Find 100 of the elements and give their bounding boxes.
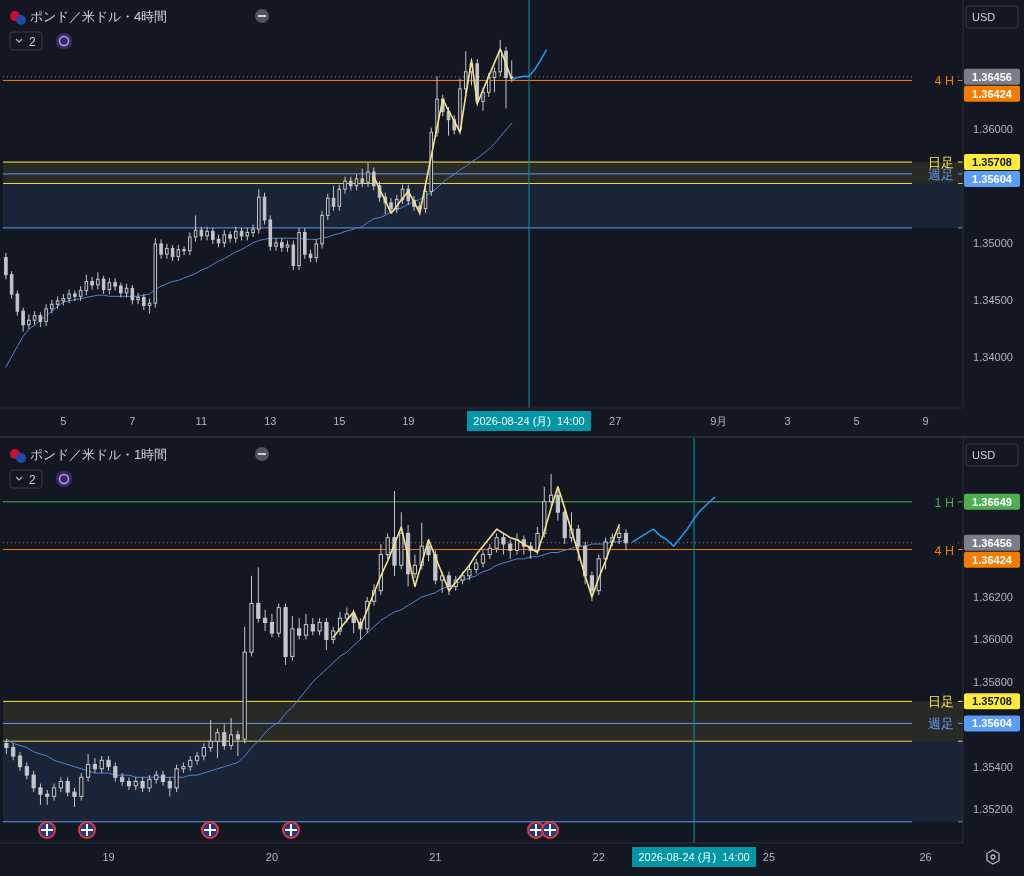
line-series — [631, 496, 716, 547]
candlestick — [360, 168, 365, 188]
candlestick — [188, 231, 192, 256]
candlestick — [208, 719, 213, 753]
candlestick — [256, 566, 261, 623]
candlestick — [446, 571, 452, 596]
candlestick — [555, 490, 560, 522]
y-tick-label: 1.34500 — [973, 293, 1013, 306]
candlestick — [303, 613, 309, 640]
x-tick-label: 2026-08-24 (月) 14:00 — [638, 851, 750, 863]
candlestick — [120, 772, 125, 787]
x-tick-label: 25 — [762, 851, 776, 863]
candlestick — [269, 613, 275, 638]
candlestick — [501, 532, 506, 556]
candlestick — [303, 227, 307, 260]
x-tick-label: 21 — [429, 851, 442, 863]
candlestick — [603, 537, 608, 570]
candlestick — [235, 730, 240, 757]
candlestick — [251, 224, 255, 238]
candlestick — [44, 303, 48, 327]
ref-line-label: 週足 — [928, 717, 954, 732]
candlestick — [548, 473, 554, 507]
y-tick-label: 1.35000 — [973, 236, 1013, 249]
y-tick-label: 1.36200 — [973, 591, 1013, 604]
annotation: 2 — [29, 35, 36, 49]
candlestick — [27, 314, 31, 330]
candlestick — [17, 751, 23, 772]
candlestick — [31, 770, 36, 793]
x-tick-label: 3 — [784, 415, 791, 427]
candlestick — [50, 299, 54, 314]
candlestick — [67, 288, 71, 304]
candlestick — [58, 776, 63, 793]
text: 1.35604 — [972, 717, 1013, 730]
ref-line-label: 週足 — [928, 167, 954, 182]
ref-line-label: 日足 — [928, 695, 954, 710]
candlestick — [589, 571, 595, 602]
candlestick — [215, 728, 220, 759]
candlestick — [324, 617, 329, 651]
candlestick — [326, 193, 330, 221]
x-tick-label: 26 — [919, 851, 932, 863]
text: ポンド／米ドル・1時間 — [30, 447, 168, 462]
candlestick — [222, 723, 227, 751]
candlestick — [576, 524, 581, 562]
x-tick-label: 27 — [609, 415, 622, 427]
x-tick-label: 19 — [102, 851, 115, 863]
candlestick — [337, 184, 342, 212]
candlestick — [182, 245, 186, 256]
x-tick-label: 5 — [853, 415, 860, 427]
ref-line-label: 1 H — [934, 495, 954, 510]
x-tick-label: 5 — [60, 415, 67, 427]
ref-line-label: 4 H — [934, 543, 954, 558]
text: 1.36456 — [972, 536, 1012, 549]
candlestick — [38, 783, 43, 806]
annotation: 2 — [29, 473, 36, 487]
text: 1.36456 — [972, 70, 1012, 83]
candlestick — [535, 526, 540, 556]
y-tick-label: 1.36000 — [973, 633, 1013, 646]
line-series — [372, 48, 513, 214]
candlestick — [21, 307, 25, 333]
candlestick — [263, 609, 268, 632]
candlestick — [113, 277, 117, 292]
candlestick — [351, 609, 356, 634]
y-tick-label: 1.35400 — [973, 760, 1013, 773]
candlestick — [481, 87, 485, 112]
candlestick — [4, 252, 8, 280]
candlestick — [136, 292, 140, 305]
candlestick — [65, 776, 70, 797]
line-series — [510, 49, 548, 81]
candlestick — [343, 176, 347, 195]
candlestick — [92, 757, 98, 774]
candlestick — [385, 532, 390, 560]
x-tick-label: 11 — [195, 415, 208, 427]
y-tick-label: 1.35200 — [973, 803, 1013, 816]
x-tick-label: 2026-08-24 (月) 14:00 — [473, 415, 585, 427]
candlestick — [228, 717, 234, 751]
x-tick-label: 15 — [333, 415, 346, 427]
candlestick — [463, 50, 468, 94]
candlestick — [412, 554, 418, 579]
candlestick — [194, 751, 200, 766]
y-tick-label: 1.36000 — [973, 122, 1013, 135]
candlestick — [494, 532, 499, 553]
candlestick — [159, 238, 163, 260]
candlestick — [86, 753, 91, 783]
text: 1.35708 — [972, 695, 1012, 708]
x-tick-label: 22 — [592, 851, 605, 863]
candlestick — [297, 617, 302, 640]
text: 1.36424 — [972, 553, 1013, 566]
y-tick-label: 1.34000 — [973, 350, 1013, 363]
x-tick-label: 9月 — [710, 415, 728, 427]
x-tick-label: 19 — [402, 415, 415, 427]
candlestick — [498, 39, 503, 77]
candlestick — [274, 237, 278, 252]
x-tick-label: 7 — [129, 415, 136, 427]
candlestick — [291, 239, 296, 271]
text: USD — [972, 449, 996, 461]
line-series — [332, 485, 620, 639]
ref-line-label: 4 H — [934, 74, 954, 89]
text: ポンド／米ドル・4時間 — [30, 9, 168, 24]
candlestick — [205, 226, 209, 241]
candlestick — [508, 539, 513, 560]
